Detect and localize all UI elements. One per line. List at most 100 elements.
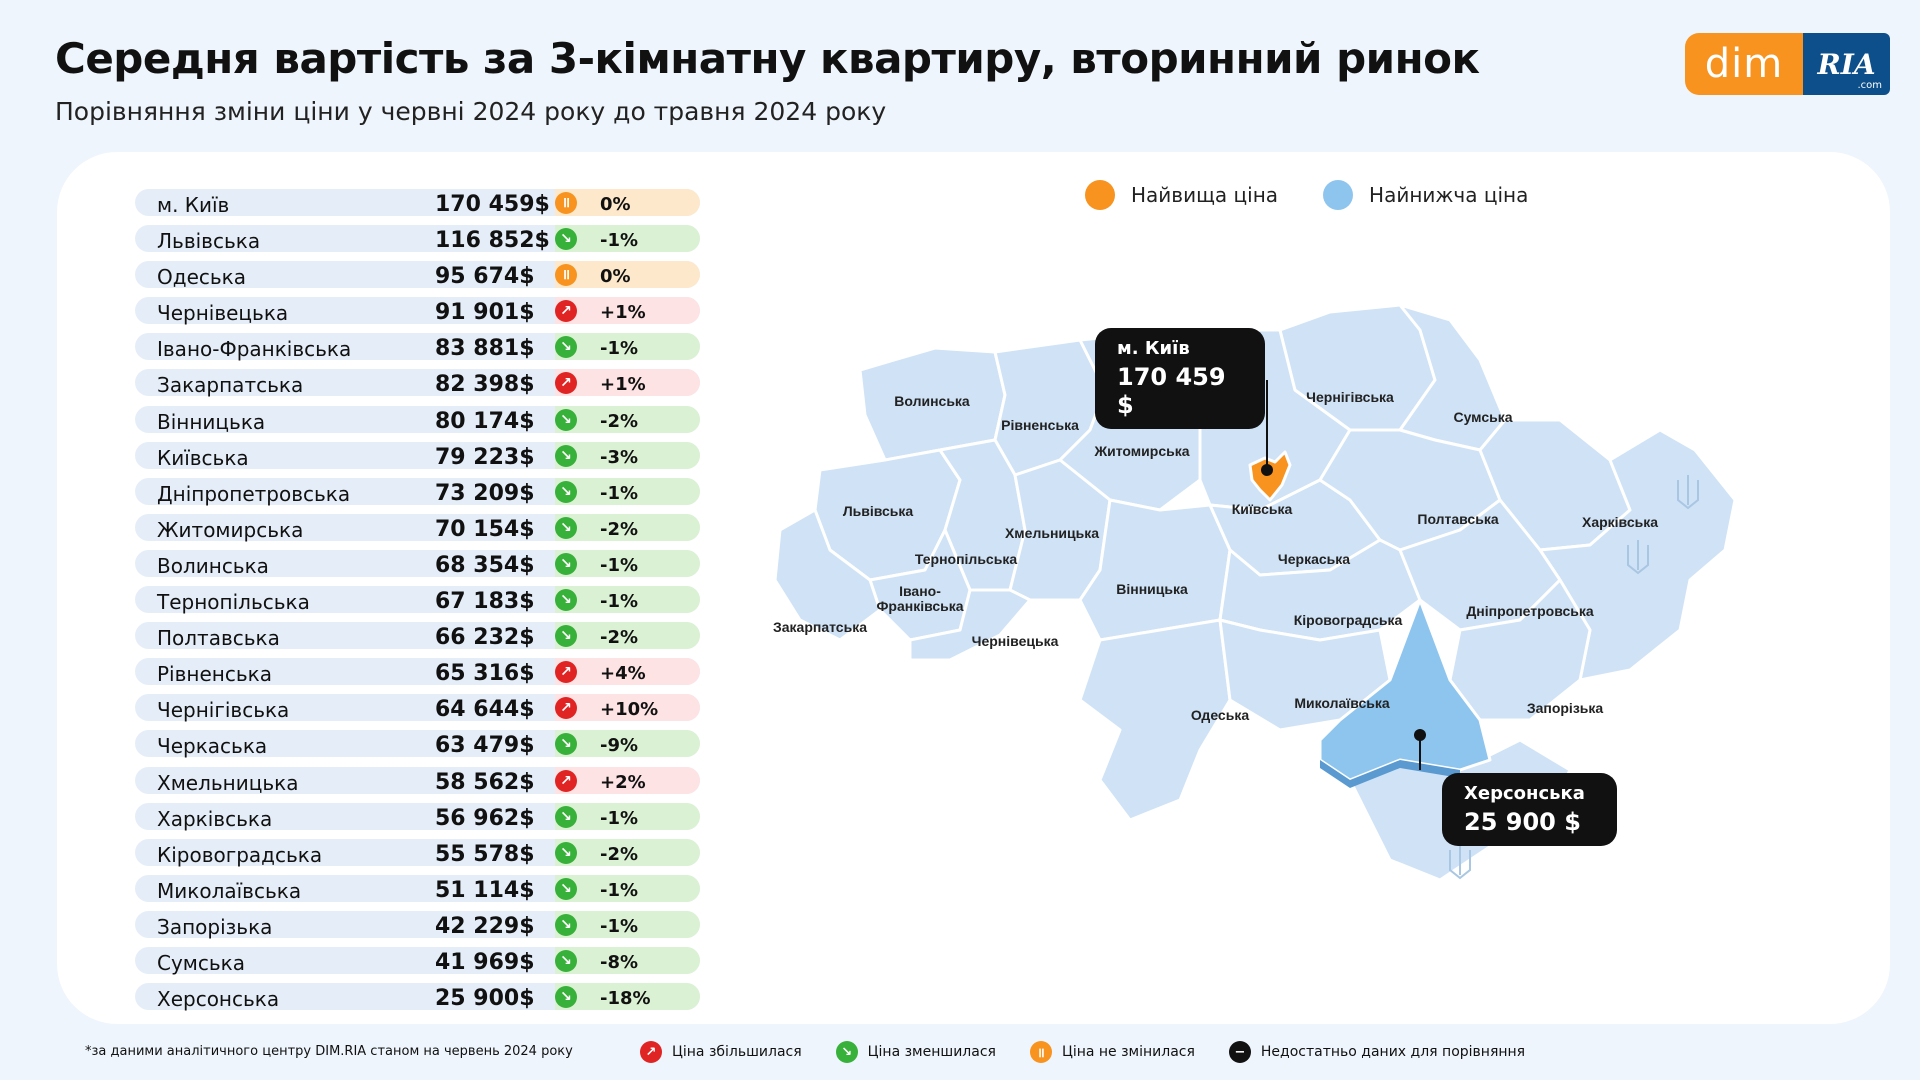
- region-price: 56 962$: [435, 805, 535, 831]
- legend-up: ↗ Ціна збільшилася: [640, 1041, 802, 1063]
- table-row: Одеська 95 674$ ॥ 0%: [135, 257, 700, 293]
- region-change: -1%: [600, 879, 639, 901]
- label-kyivska: Київська: [1232, 501, 1293, 517]
- row-change-bg: [555, 549, 700, 577]
- row-change-bg: [555, 910, 700, 938]
- region-name: Чернівецька: [157, 301, 289, 326]
- dim-ria-logo[interactable]: dim RIA .com: [1685, 33, 1890, 95]
- row-change-bg: [555, 766, 700, 794]
- map-legend: Найвища ціна Найнижча ціна: [1085, 180, 1573, 210]
- region-name: Рівненська: [157, 662, 272, 687]
- label-kharkivska: Харківська: [1582, 514, 1658, 530]
- row-change-bg: [555, 730, 700, 758]
- logo-ria-text: RIA: [1817, 47, 1876, 81]
- region-price: 67 183$: [435, 589, 535, 615]
- row-change-bg: [555, 586, 700, 614]
- trend-down-icon: ↘: [555, 228, 577, 251]
- row-change-bg: [555, 513, 700, 541]
- trend-down-icon: ↘: [555, 733, 577, 756]
- region-name: Івано-Франківська: [157, 337, 352, 362]
- table-row: Івано-Франківська 83 881$ ↘ -1%: [135, 329, 700, 365]
- callout-highest-name: м. Київ: [1117, 338, 1190, 359]
- ukraine-map: Волинська Рівненська Житомирська Чернігі…: [773, 303, 1737, 882]
- row-change-bg: [555, 261, 700, 289]
- region-price: 95 674$: [435, 264, 535, 290]
- label-ivano-2: Франківська: [876, 598, 963, 614]
- logo-dim: dim: [1685, 33, 1803, 95]
- table-row: Миколаївська 51 114$ ↘ -1%: [135, 871, 700, 907]
- region-zakarpatska: [773, 508, 882, 642]
- trend-up-icon: ↗: [555, 769, 577, 792]
- region-change: +1%: [600, 374, 646, 396]
- region-price: 51 114$: [435, 877, 535, 903]
- legend-highest: Найвища ціна: [1085, 180, 1278, 210]
- minus-icon: −: [1228, 1041, 1251, 1063]
- legend-down-label: Ціна зменшилася: [867, 1044, 996, 1060]
- region-change: -1%: [600, 230, 639, 252]
- row-change-bg: [555, 405, 700, 433]
- trend-up-icon: ↗: [555, 661, 577, 684]
- label-chernihivska: Чернігівська: [1306, 389, 1394, 405]
- legend-same-label: Ціна не змінилася: [1061, 1044, 1195, 1060]
- table-row: Київська 79 223$ ↘ -3%: [135, 438, 700, 474]
- trend-down-icon: ↘: [555, 336, 577, 359]
- callout-lowest-name: Херсонська: [1464, 783, 1585, 804]
- trend-down-icon: ↘: [555, 949, 577, 972]
- label-khmelnytska: Хмельницька: [1005, 525, 1099, 541]
- region-name: Хмельницька: [157, 770, 299, 795]
- trend-down-icon: ↘: [555, 552, 577, 575]
- table-row: Волинська 68 354$ ↘ -1%: [135, 546, 700, 582]
- row-change-bg: [555, 658, 700, 686]
- trend-down-icon: ↘: [555, 913, 577, 936]
- row-change-bg: [555, 622, 700, 650]
- table-row: Хмельницька 58 562$ ↗ +2%: [135, 763, 700, 799]
- region-change: +2%: [600, 771, 646, 793]
- region-change: 0%: [600, 194, 631, 215]
- label-zhytomyrska: Житомирська: [1094, 443, 1190, 459]
- logo-ria-com: .com: [1857, 80, 1882, 91]
- region-change: -8%: [600, 951, 639, 973]
- row-change-bg: [555, 946, 700, 974]
- row-change-bg: [555, 297, 700, 325]
- region-price: 41 969$: [435, 949, 535, 975]
- region-price: 63 479$: [435, 733, 535, 759]
- page-title: Середня вартість за 3-кімнатну квартиру,…: [55, 34, 1480, 83]
- region-kyiv-city: [1248, 450, 1292, 502]
- region-price: 73 209$: [435, 480, 535, 506]
- region-change: -1%: [600, 554, 639, 576]
- region-change: -2%: [600, 627, 639, 649]
- region-change: 0%: [600, 266, 631, 288]
- region-name: Житомирська: [157, 517, 304, 542]
- trend-down-icon: ↘: [555, 480, 577, 503]
- trend-legend: ↗ Ціна збільшилася ↘ Ціна зменшилася ॥ Ц…: [640, 1041, 1559, 1063]
- tryzub-icon: [1449, 475, 1699, 880]
- highest-dot-icon: [1085, 180, 1115, 210]
- region-price: 80 174$: [435, 408, 535, 434]
- region-name: Миколаївська: [157, 878, 302, 903]
- region-price: 58 562$: [435, 769, 535, 795]
- legend-none-label: Недостатньо даних для порівняння: [1260, 1044, 1526, 1060]
- table-row: Чернівецька 91 901$ ↗ +1%: [135, 293, 700, 329]
- trend-down-icon: ↘: [555, 986, 577, 1009]
- region-price: 91 901$: [435, 300, 535, 326]
- trend-down-icon: ↘: [555, 444, 577, 467]
- trend-up-icon: ↗: [555, 300, 577, 323]
- table-row: Дніпропетровська 73 209$ ↘ -1%: [135, 474, 700, 510]
- region-change: -1%: [600, 591, 639, 613]
- legend-same: ॥ Ціна не змінилася: [1029, 1041, 1195, 1063]
- region-change: -3%: [600, 446, 639, 468]
- region-change: +1%: [600, 302, 646, 324]
- region-change: -2%: [600, 410, 639, 432]
- footnote: *за даними аналітичного центру DIM.RIA с…: [85, 1044, 573, 1059]
- table-row: Львівська 116 852$ ↘ -1%: [135, 221, 700, 257]
- region-change: -1%: [600, 915, 639, 937]
- legend-none: − Недостатньо даних для порівняння: [1228, 1041, 1526, 1063]
- region-odeska: [1078, 618, 1232, 822]
- region-name: Сумська: [157, 950, 246, 975]
- region-name: Полтавська: [157, 626, 280, 651]
- label-odeska: Одеська: [1191, 707, 1249, 723]
- table-row: Сумська 41 969$ ↘ -8%: [135, 943, 700, 979]
- row-change-bg: [555, 369, 700, 397]
- region-name: Вінницька: [157, 409, 266, 434]
- label-kirovohradska: Кіровоградська: [1294, 612, 1403, 628]
